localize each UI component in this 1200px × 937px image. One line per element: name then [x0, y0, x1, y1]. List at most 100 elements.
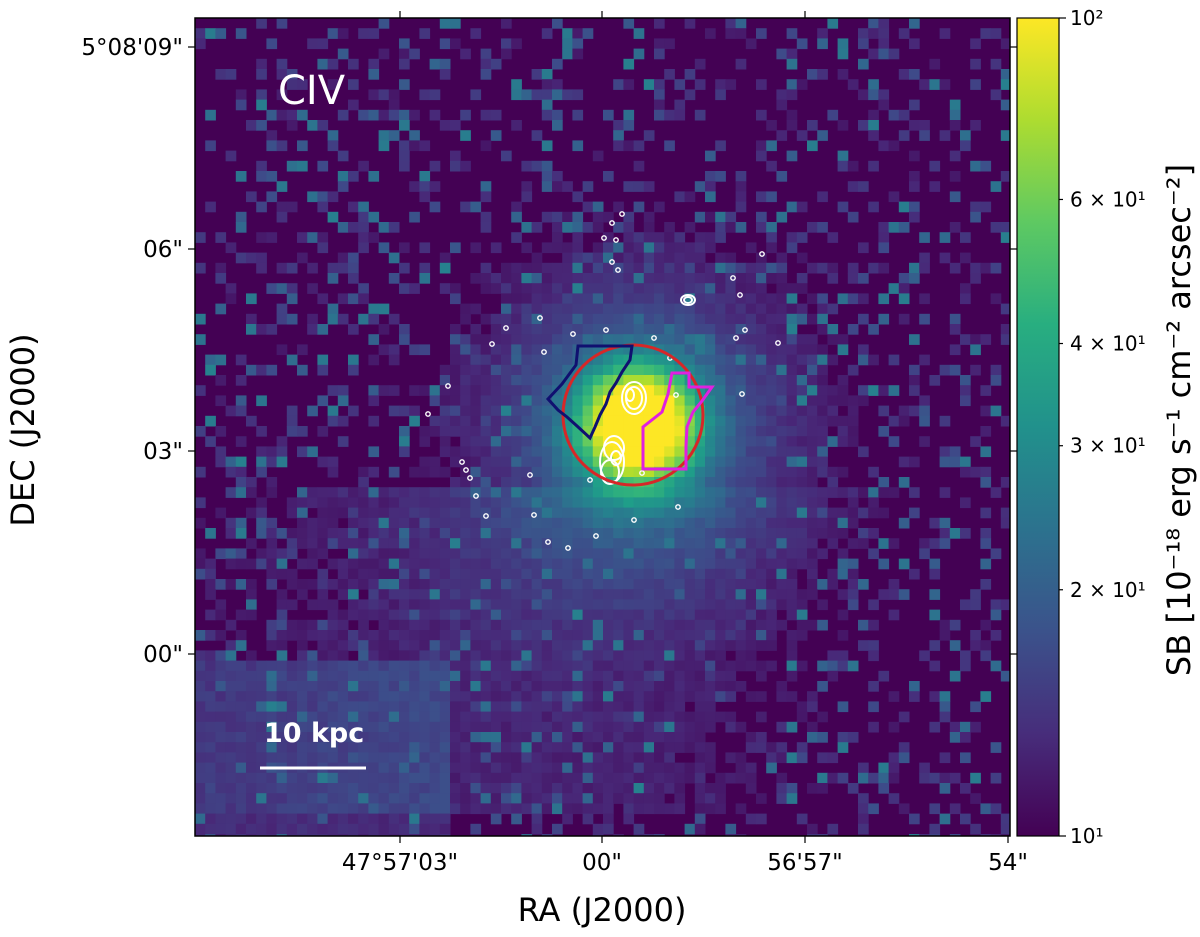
- heatmap-pixel: [643, 538, 655, 549]
- heatmap-pixel: [878, 670, 890, 682]
- heatmap-pixel: [796, 232, 808, 243]
- heatmap-pixel: [684, 630, 696, 641]
- heatmap-pixel: [439, 772, 451, 784]
- heatmap-pixel: [378, 548, 390, 560]
- heatmap-pixel: [776, 130, 788, 141]
- heatmap-pixel: [562, 711, 573, 723]
- heatmap-pixel: [552, 395, 563, 407]
- heatmap-pixel: [990, 58, 1002, 70]
- heatmap-pixel: [868, 354, 879, 366]
- heatmap-pixel: [643, 395, 655, 407]
- heatmap-pixel: [388, 385, 400, 396]
- heatmap-pixel: [337, 834, 349, 836]
- heatmap-pixel: [745, 324, 757, 335]
- heatmap-pixel: [470, 303, 482, 315]
- heatmap-pixel: [419, 762, 431, 774]
- heatmap-pixel: [439, 507, 451, 519]
- heatmap-pixel: [348, 405, 359, 417]
- heatmap-pixel: [654, 783, 665, 794]
- heatmap-pixel: [399, 446, 410, 458]
- heatmap-pixel: [888, 140, 900, 152]
- heatmap-pixel: [327, 813, 339, 825]
- heatmap-pixel: [297, 497, 308, 509]
- heatmap-pixel: [674, 273, 686, 284]
- heatmap-pixel: [490, 609, 502, 621]
- heatmap-pixel: [317, 834, 329, 836]
- heatmap-pixel: [276, 681, 288, 692]
- heatmap-pixel: [725, 405, 737, 417]
- heatmap-pixel: [1000, 171, 1010, 182]
- heatmap-pixel: [552, 711, 563, 723]
- heatmap-pixel: [776, 599, 788, 611]
- heatmap-pixel: [439, 120, 451, 131]
- heatmap-pixel: [358, 772, 369, 784]
- heatmap-pixel: [450, 242, 461, 254]
- heatmap-pixel: [511, 120, 522, 131]
- heatmap-pixel: [847, 599, 859, 611]
- heatmap-pixel: [246, 191, 257, 203]
- heatmap-pixel: [541, 69, 553, 80]
- heatmap-pixel: [796, 609, 808, 621]
- heatmap-pixel: [450, 783, 461, 794]
- heatmap-pixel: [756, 497, 767, 509]
- heatmap-pixel: [521, 579, 533, 590]
- contour-line: [445, 383, 451, 389]
- heatmap-pixel: [888, 48, 900, 60]
- heatmap-pixel: [419, 752, 431, 764]
- heatmap-pixel: [388, 222, 400, 233]
- heatmap-pixel: [796, 436, 808, 447]
- heatmap-pixel: [388, 568, 400, 580]
- heatmap-pixel: [592, 630, 604, 641]
- heatmap-pixel: [756, 293, 767, 305]
- heatmap-pixel: [348, 558, 359, 570]
- heatmap-pixel: [378, 140, 390, 152]
- heatmap-pixel: [327, 609, 339, 621]
- heatmap-pixel: [337, 252, 349, 264]
- heatmap-pixel: [725, 283, 737, 294]
- heatmap-pixel: [807, 364, 818, 376]
- heatmap-pixel: [266, 324, 278, 335]
- heatmap-pixel: [541, 79, 553, 90]
- heatmap-pixel: [266, 793, 278, 804]
- heatmap-pixel: [337, 670, 349, 682]
- heatmap-pixel: [684, 681, 696, 692]
- heatmap-pixel: [582, 456, 594, 468]
- heatmap-pixel: [358, 711, 369, 723]
- heatmap-pixel: [633, 436, 645, 447]
- heatmap-pixel: [286, 681, 298, 692]
- heatmap-pixel: [613, 528, 624, 539]
- heatmap-pixel: [756, 150, 767, 162]
- heatmap-pixel: [256, 324, 267, 335]
- heatmap-pixel: [439, 466, 451, 478]
- heatmap-pixel: [786, 364, 798, 376]
- heatmap-pixel: [409, 130, 420, 141]
- heatmap-pixel: [276, 69, 288, 80]
- heatmap-pixel: [368, 813, 380, 825]
- heatmap-pixel: [388, 670, 400, 682]
- heatmap-pixel: [266, 446, 278, 458]
- heatmap-pixel: [511, 579, 522, 590]
- heatmap-pixel: [603, 334, 614, 345]
- heatmap-pixel: [756, 619, 767, 631]
- heatmap-pixel: [235, 354, 247, 366]
- heatmap-pixel: [592, 721, 604, 733]
- heatmap-pixel: [368, 681, 380, 692]
- heatmap-pixel: [399, 568, 410, 580]
- heatmap-pixel: [480, 630, 492, 641]
- heatmap-pixel: [429, 201, 441, 213]
- heatmap-pixel: [388, 711, 400, 723]
- heatmap-pixel: [735, 344, 747, 356]
- heatmap-pixel: [980, 262, 992, 274]
- heatmap-pixel: [613, 650, 624, 662]
- contour-line: [759, 251, 765, 257]
- heatmap-pixel: [429, 701, 441, 713]
- heatmap-pixel: [511, 619, 522, 631]
- heatmap-pixel: [664, 38, 675, 50]
- heatmap-pixel: [521, 313, 533, 325]
- heatmap-pixel: [654, 273, 665, 284]
- heatmap-pixel: [786, 466, 798, 478]
- heatmap-pixel: [195, 334, 206, 345]
- heatmap-pixel: [817, 456, 828, 468]
- heatmap-pixel: [633, 446, 645, 458]
- heatmap-pixel: [419, 660, 431, 672]
